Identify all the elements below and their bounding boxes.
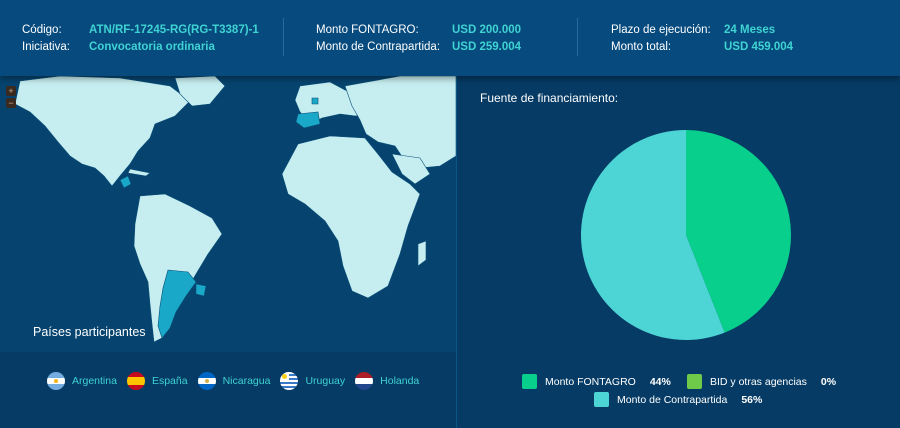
netherlands-flag-icon xyxy=(355,372,374,390)
iniciativa-value: Convocatoria ordinaria xyxy=(89,41,215,53)
zoom-in-button[interactable]: + xyxy=(6,86,16,96)
project-summary-header: Código: ATN/RF-17245-RG(RG-T3387)-1 Inici… xyxy=(0,0,900,76)
nicaragua-flag-icon xyxy=(197,372,216,390)
country-item-argentina: Argentina xyxy=(47,372,117,390)
chart-title: Fuente de financiamiento: xyxy=(480,91,619,105)
plazo-value: 24 Meses xyxy=(724,24,776,36)
zoom-out-button[interactable]: − xyxy=(6,98,16,108)
monto-fontagro-label: Monto FONTAGRO: xyxy=(316,24,419,36)
iniciativa-label: Iniciativa: xyxy=(22,41,70,53)
participating-countries-list: Argentina España Nicaragua Uruguay Holan… xyxy=(47,372,429,390)
legend-swatch xyxy=(687,374,702,389)
legend-percent: 44% xyxy=(649,375,671,388)
countries-title: Países participantes xyxy=(33,325,146,339)
country-item-holanda: Holanda xyxy=(355,372,419,390)
legend-label: Monto de Contrapartida xyxy=(617,393,728,406)
north-america-shape xyxy=(14,76,191,187)
country-name: Uruguay xyxy=(305,375,346,387)
spain-flag-icon xyxy=(126,372,145,390)
legend-item-bid[interactable]: BID y otras agencias 0% xyxy=(687,374,836,389)
codigo-label: Código: xyxy=(22,24,62,36)
legend-percent: 56% xyxy=(741,393,763,406)
uruguay-highlight xyxy=(195,283,207,297)
header-divider xyxy=(283,18,284,56)
pie-slice-2[interactable] xyxy=(580,129,725,340)
cuba-shape xyxy=(127,168,151,177)
greenland-shape xyxy=(174,76,226,107)
africa-shape xyxy=(281,135,421,299)
header-column-2: Monto FONTAGRO: USD 200.000 Monto de Cont… xyxy=(316,22,521,56)
panel-divider xyxy=(456,76,457,428)
argentina-highlight xyxy=(157,269,197,339)
netherlands-highlight xyxy=(311,97,319,105)
monto-fontagro-value: USD 200.000 xyxy=(452,24,522,36)
uruguay-flag-icon xyxy=(280,372,299,390)
header-divider xyxy=(577,18,578,56)
legend-item-contrapartida[interactable]: Monto de Contrapartida 56% xyxy=(594,392,762,407)
monto-total-value: USD 459.004 xyxy=(724,41,794,53)
monto-contrapartida-value: USD 259.004 xyxy=(452,41,522,53)
country-name: España xyxy=(151,375,188,387)
country-name: Holanda xyxy=(380,375,420,387)
monto-total-label: Monto total: xyxy=(611,41,672,53)
header-column-1: Código: ATN/RF-17245-RG(RG-T3387)-1 Inici… xyxy=(22,22,259,56)
legend-swatch xyxy=(594,392,609,407)
legend-label: Monto FONTAGRO xyxy=(545,375,636,388)
codigo-value: ATN/RF-17245-RG(RG-T3387)-1 xyxy=(89,24,259,36)
country-item-nicaragua: Nicaragua xyxy=(197,372,271,390)
pie-slice-0[interactable] xyxy=(686,130,792,333)
monto-contrapartida-label: Monto de Contrapartida: xyxy=(316,41,441,53)
world-map[interactable]: + − xyxy=(0,76,456,352)
country-name: Nicaragua xyxy=(222,375,271,387)
plazo-label: Plazo de ejecución: xyxy=(611,24,711,36)
country-item-espana: España xyxy=(126,372,188,390)
arabia-shape xyxy=(391,153,431,185)
argentina-flag-icon xyxy=(47,372,65,390)
nicaragua-highlight xyxy=(119,175,132,189)
legend-swatch xyxy=(522,374,537,389)
country-item-uruguay: Uruguay xyxy=(280,372,345,390)
country-name: Argentina xyxy=(72,375,117,387)
spain-highlight xyxy=(295,111,321,129)
world-map-svg xyxy=(14,76,456,343)
legend-percent: 0% xyxy=(820,375,837,388)
header-column-3: Plazo de ejecución: 24 Meses Monto total:… xyxy=(611,22,793,56)
legend-label: BID y otras agencias xyxy=(710,375,807,388)
madagascar-shape xyxy=(417,240,427,267)
legend-item-fontagro[interactable]: Monto FONTAGRO 44% xyxy=(522,374,671,389)
